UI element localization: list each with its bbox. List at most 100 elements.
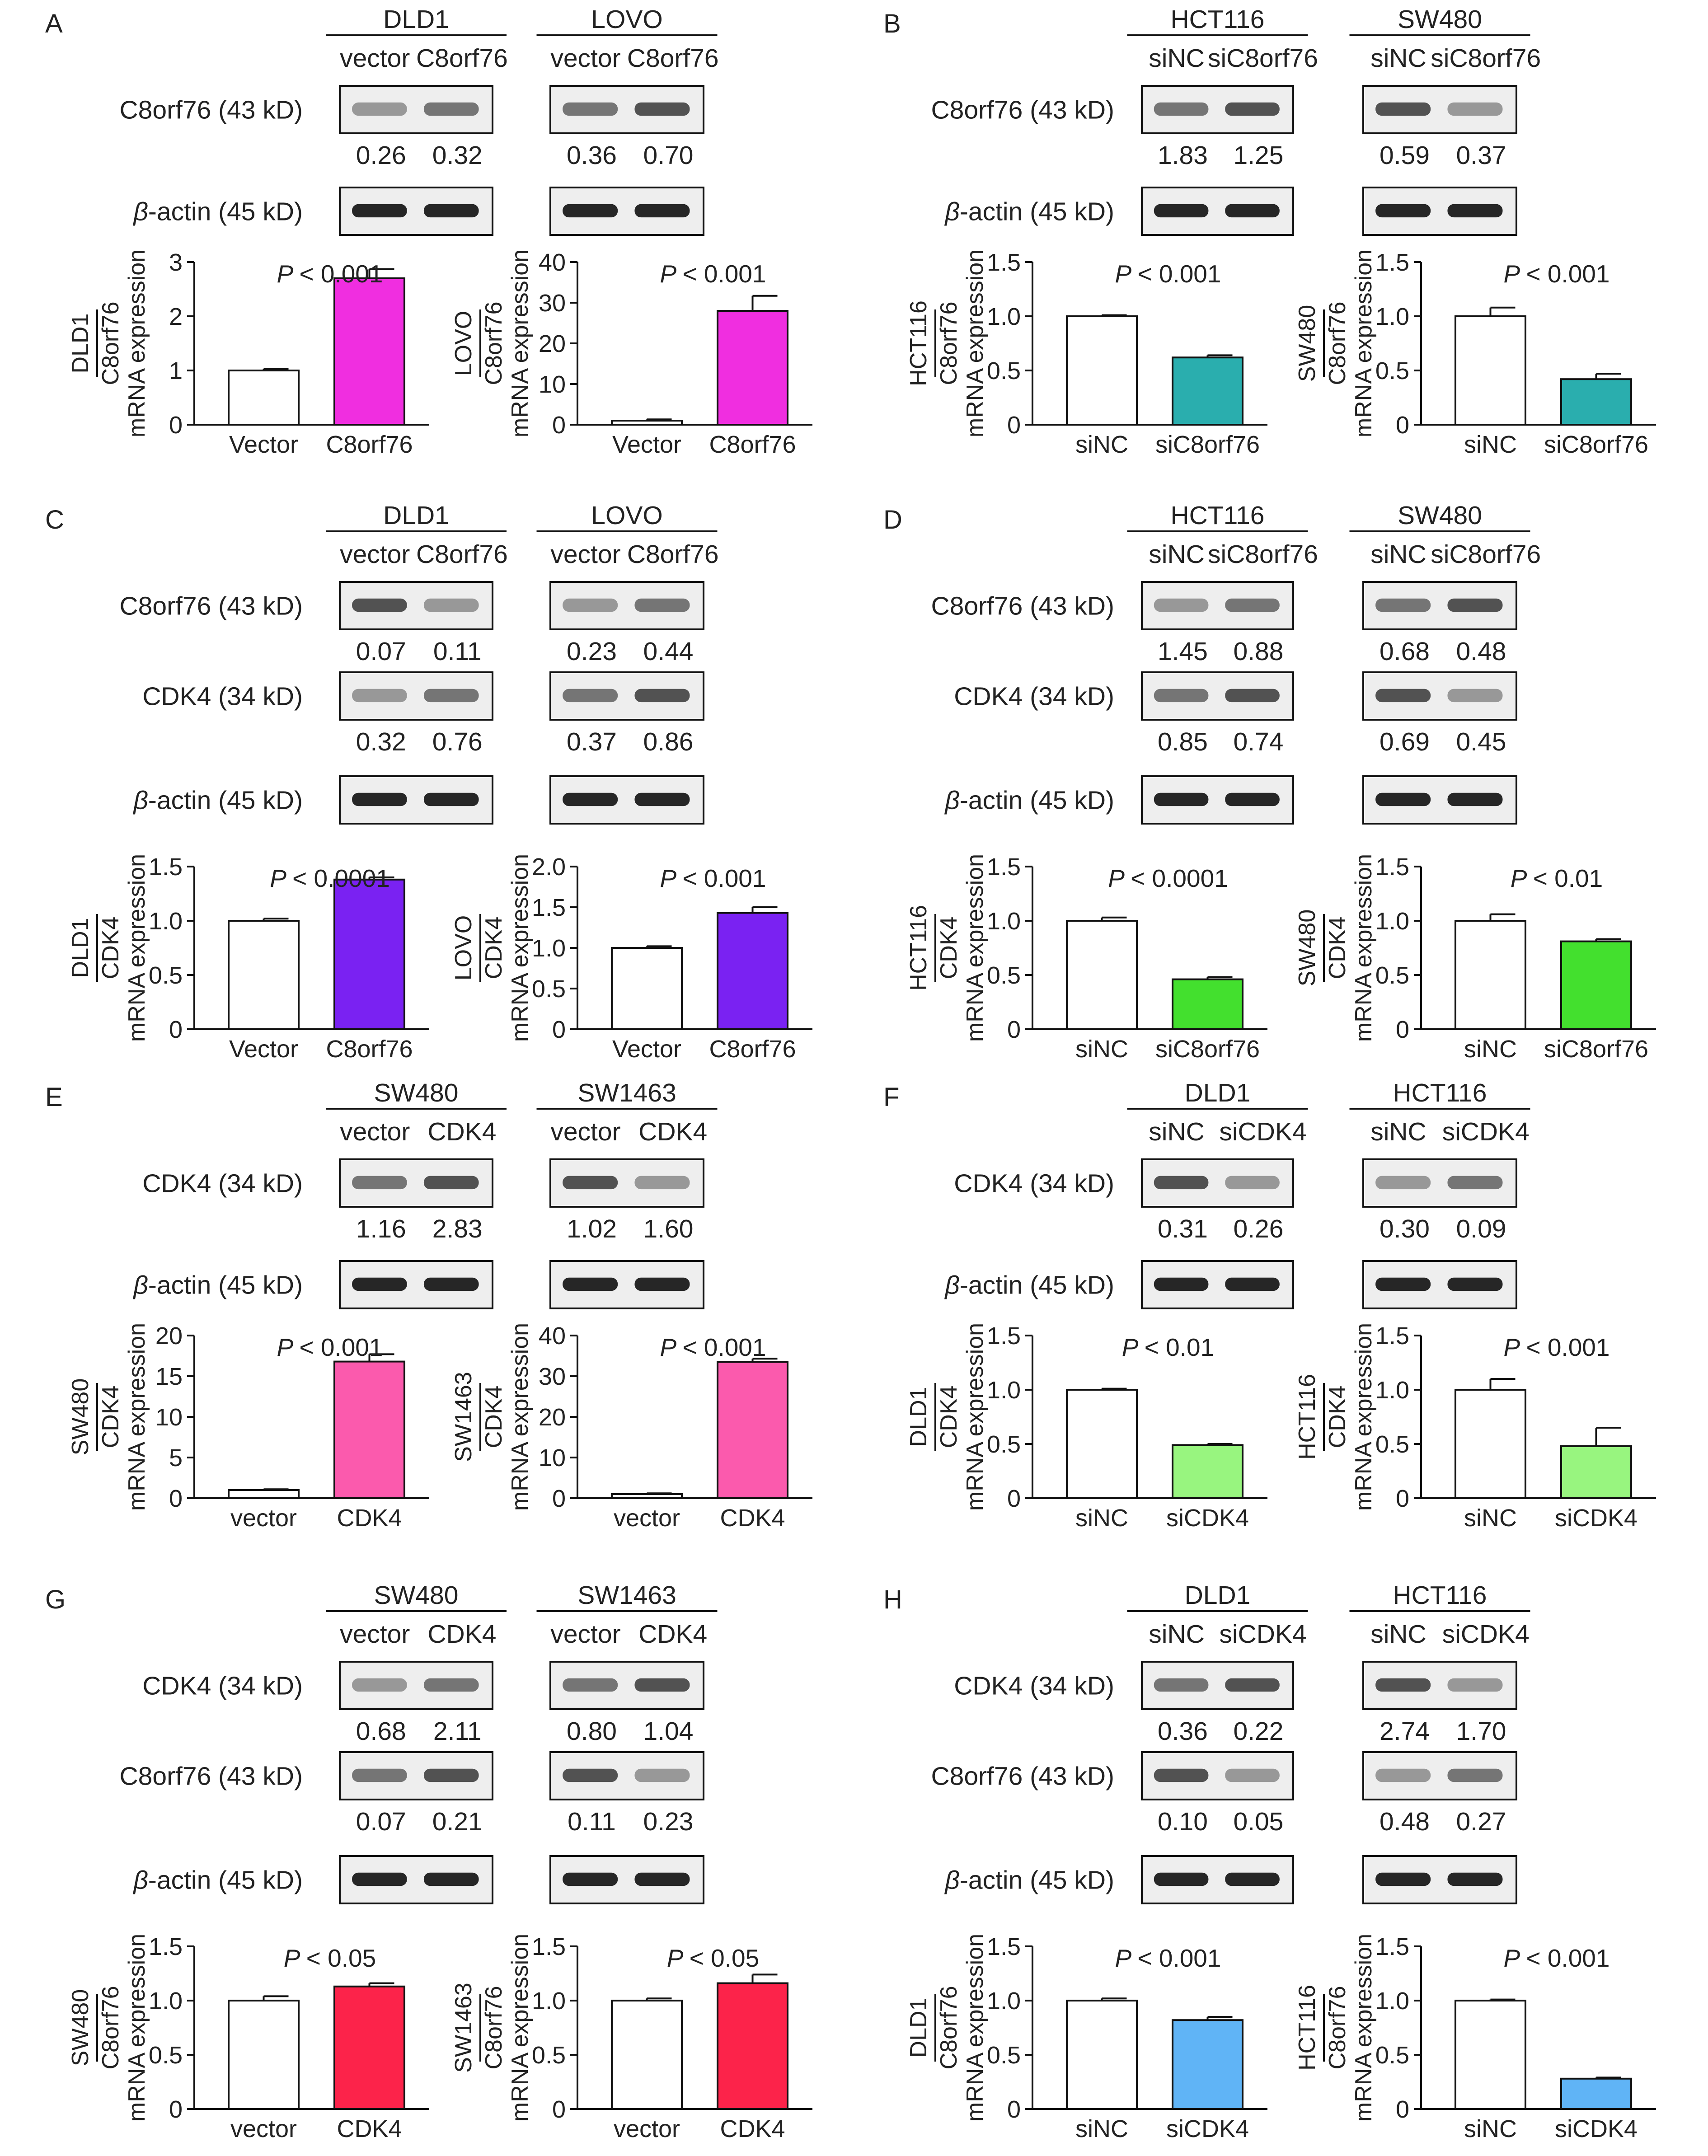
- bar-chart: 0 0.5 1.0 1.5 siNC siC8orf76 P < 0.0001 HCT116 C…: [906, 853, 1267, 1063]
- p-value-text: < 0.0001: [292, 864, 390, 892]
- beta-symbol: β: [944, 786, 960, 815]
- blot-row-label-text: -actin (45 kD): [148, 786, 303, 815]
- x-tick-label: siCDK4: [1166, 1505, 1249, 1532]
- blot-band: [563, 1872, 618, 1886]
- bar-treatment: [333, 1360, 405, 1500]
- densitometry-value: 0.22: [1233, 1717, 1283, 1746]
- blot-cell-label: HCT116: [1170, 5, 1264, 34]
- densitometry-value: 0.68: [356, 1717, 406, 1746]
- lane-label: vector: [550, 540, 620, 569]
- y-tick-label: 20: [155, 1322, 183, 1350]
- blot-cell-label: HCT116: [1170, 501, 1264, 530]
- blot-band: [423, 204, 479, 218]
- y-tick-label: 30: [539, 290, 566, 317]
- p-value: P < 0.01: [1511, 864, 1603, 892]
- lane-label: vector: [340, 1117, 410, 1146]
- p-value-text: < 0.05: [306, 1944, 376, 1972]
- bar-chart: 0 0.5 1.0 1.5 siNC siCDK4 P < 0.001 HCT116 C8orf…: [1294, 1933, 1656, 2142]
- y-axis-label: SW480 C8orf76 mRNA expression: [1294, 249, 1377, 437]
- p-value-text: < 0.001: [1526, 1944, 1609, 1972]
- lane-label: vector: [550, 44, 620, 73]
- densitometry-value: 0.21: [432, 1807, 483, 1836]
- p-symbol: P: [660, 1333, 683, 1361]
- y-tick-label: 0: [552, 2096, 566, 2123]
- y-label-gene: C8orf76: [481, 302, 507, 385]
- p-symbol: P: [1504, 260, 1526, 288]
- blot-band: [1447, 792, 1503, 806]
- beta-symbol: β: [132, 197, 148, 226]
- p-symbol: P: [660, 864, 683, 892]
- y-tick-label: 15: [155, 1363, 183, 1390]
- blot-band: [563, 1768, 618, 1782]
- blot-band: [423, 689, 479, 703]
- densitometry-value: 0.07: [356, 637, 406, 666]
- blot-row-label: CDK4 (34 kD): [142, 1672, 303, 1701]
- blot-cell-label: DLD1: [1185, 1078, 1251, 1107]
- y-axis-label: LOVO CDK4 mRNA expression: [450, 854, 533, 1042]
- blot-row-label-text: -actin (45 kD): [960, 197, 1114, 226]
- y-tick-label: 0.5: [532, 2042, 566, 2069]
- densitometry-value: 0.30: [1380, 1214, 1430, 1243]
- lane-label: siNC: [1370, 1117, 1426, 1146]
- x-tick-label: Vector: [612, 1036, 681, 1063]
- p-value: P < 0.001: [1115, 260, 1221, 288]
- y-label-text: mRNA expression: [124, 1323, 150, 1511]
- y-tick-label: 1.0: [1375, 303, 1409, 330]
- y-tick-label: 2: [169, 303, 183, 330]
- y-tick-label: 1.0: [1375, 908, 1409, 935]
- y-tick-label: 1.0: [987, 303, 1021, 330]
- lane-label: siC8orf76: [1208, 540, 1318, 569]
- y-label-gene: CDK4: [98, 917, 124, 980]
- bar-treatment: [717, 310, 788, 426]
- p-symbol: P: [1115, 1944, 1138, 1972]
- bar-treatment: [1172, 2019, 1243, 2110]
- blot-band: [1225, 1277, 1280, 1291]
- blot-row-label: CDK4 (34 kD): [954, 1672, 1114, 1701]
- bar-treatment: [333, 1985, 405, 2110]
- p-value-text: < 0.001: [1526, 1333, 1609, 1361]
- densitometry-value: 0.85: [1158, 727, 1208, 756]
- y-axis-label: LOVO C8orf76 mRNA expression: [450, 249, 533, 437]
- panel-g: G SW480 vector CDK4 0.68 2.11 CDK4 (34 kD) 0.07…: [45, 1581, 812, 2142]
- lane-label: C8orf76: [627, 540, 719, 569]
- blot-band: [1154, 689, 1209, 703]
- blot-band: [634, 1768, 690, 1782]
- lane-label: C8orf76: [416, 44, 508, 73]
- blot-row-label: C8orf76 (43 kD): [120, 1762, 303, 1791]
- beta-symbol: β: [944, 1866, 960, 1895]
- p-symbol: P: [1511, 864, 1533, 892]
- x-tick-label: Vector: [229, 431, 298, 458]
- blot-row-label-text: -actin (45 kD): [960, 1866, 1114, 1895]
- lane-label: siNC: [1370, 540, 1426, 569]
- y-label-gene: C8orf76: [1324, 302, 1351, 385]
- panel-letter: F: [883, 1083, 899, 1112]
- p-value-text: < 0.001: [1137, 260, 1221, 288]
- y-tick-label: 1.5: [1375, 1322, 1409, 1350]
- blot-band: [1447, 204, 1503, 218]
- densitometry-value: 0.70: [643, 141, 694, 170]
- blot-cell-label: SW480: [374, 1581, 459, 1610]
- y-label-text: mRNA expression: [1351, 1323, 1377, 1511]
- y-tick-label: 20: [539, 1404, 566, 1431]
- densitometry-value: 1.45: [1158, 637, 1208, 666]
- blot-band: [423, 1678, 479, 1692]
- y-label-cell: SW480: [1294, 909, 1320, 987]
- blot-band: [1447, 1872, 1503, 1886]
- bar-chart: 0 0.5 1.0 1.5 siNC siC8orf76 P < 0.01 SW480 CDK4…: [1294, 853, 1656, 1063]
- blot-band: [1225, 204, 1280, 218]
- bar-control: [1066, 920, 1138, 1030]
- bar-control: [1455, 1389, 1526, 1499]
- densitometry-value: 1.16: [356, 1214, 406, 1243]
- y-axis-label: SW1463 CDK4 mRNA expression: [450, 1323, 533, 1511]
- blot-band: [563, 792, 618, 806]
- blot-band: [1154, 1768, 1209, 1782]
- x-tick-label: siNC: [1075, 2115, 1128, 2142]
- blot-band: [352, 689, 407, 703]
- blot-band: [1154, 1872, 1209, 1886]
- y-axis-label: SW480 CDK4 mRNA expression: [67, 1323, 150, 1511]
- blot-band: [1447, 1678, 1503, 1692]
- bar-treatment: [1172, 356, 1243, 426]
